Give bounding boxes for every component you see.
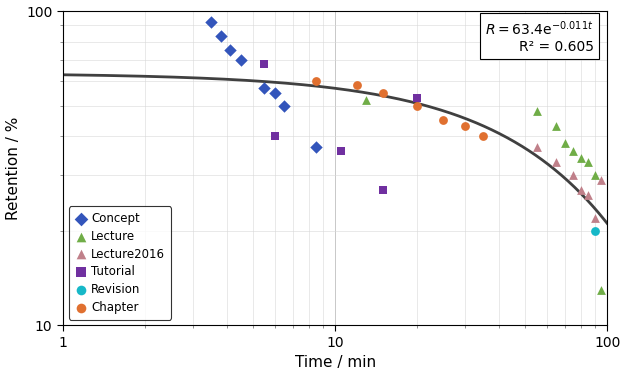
Chapter — [311, 78, 321, 84]
Chapter — [352, 82, 362, 88]
Lecture — [596, 287, 606, 293]
Lecture2016 — [590, 215, 600, 221]
Chapter — [378, 90, 388, 96]
Lecture — [531, 108, 541, 114]
X-axis label: Time / min: Time / min — [294, 355, 376, 370]
Y-axis label: Retention / %: Retention / % — [6, 117, 21, 220]
Concept — [225, 47, 235, 53]
Text: $\mathit{R} = 63.4\mathrm{e}^{-0.011\mathit{t}}$
R² = 0.605: $\mathit{R} = 63.4\mathrm{e}^{-0.011\mat… — [485, 19, 593, 54]
Lecture2016 — [568, 173, 578, 179]
Lecture — [583, 159, 593, 165]
Lecture — [590, 173, 600, 179]
Chapter — [478, 133, 488, 139]
Lecture — [552, 123, 562, 129]
Lecture — [576, 155, 586, 161]
Chapter — [438, 117, 448, 123]
Legend: Concept, Lecture, Lecture2016, Tutorial, Revision, Chapter: Concept, Lecture, Lecture2016, Tutorial,… — [69, 206, 171, 320]
Lecture — [560, 140, 570, 146]
Concept — [235, 57, 245, 63]
Tutorial — [378, 187, 388, 193]
Concept — [206, 20, 216, 26]
Lecture2016 — [531, 144, 541, 150]
Lecture2016 — [576, 187, 586, 193]
Tutorial — [412, 95, 422, 101]
Lecture2016 — [583, 192, 593, 198]
Concept — [216, 33, 226, 39]
Concept — [259, 85, 269, 91]
Lecture — [568, 147, 578, 153]
Concept — [270, 90, 280, 96]
Concept — [279, 103, 289, 109]
Lecture — [361, 97, 371, 103]
Chapter — [460, 123, 470, 129]
Tutorial — [259, 61, 269, 67]
Lecture2016 — [552, 159, 562, 165]
Lecture2016 — [596, 177, 606, 183]
Revision — [590, 228, 600, 234]
Concept — [311, 144, 321, 150]
Tutorial — [270, 133, 280, 139]
Chapter — [412, 103, 422, 109]
Tutorial — [336, 147, 346, 153]
